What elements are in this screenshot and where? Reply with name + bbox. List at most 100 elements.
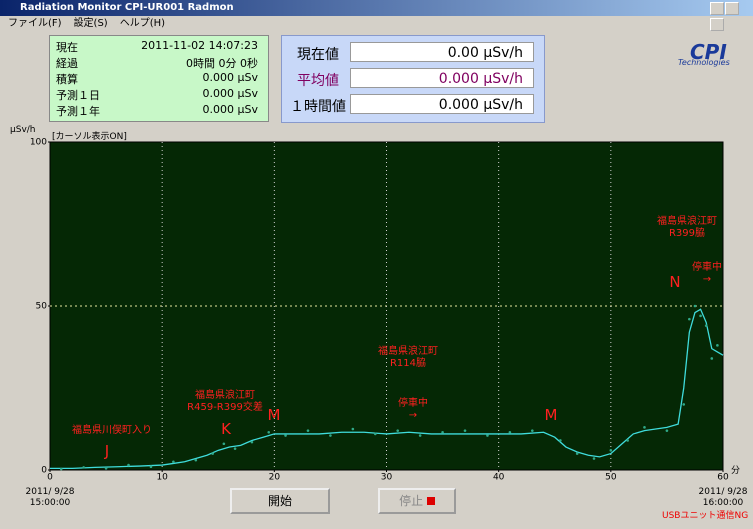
data-point — [643, 426, 646, 429]
y-tick-label: 0 — [41, 466, 47, 476]
reading-label: 現在値 — [297, 47, 339, 63]
status-text: USBユニット通信NG — [662, 511, 749, 521]
data-point — [699, 314, 702, 318]
data-point — [559, 439, 562, 442]
x-tick-label: 60 — [717, 473, 729, 483]
y-axis-unit: μSv/h — [10, 125, 36, 135]
data-point — [418, 434, 422, 437]
info-value: 0時間 0分 0秒 — [186, 57, 258, 70]
y-tick-label: 50 — [36, 302, 48, 312]
reading-value: 0.00 μSv/h — [350, 42, 534, 62]
data-point — [396, 429, 400, 432]
cursor-mode: [カーソル表示ON] — [52, 132, 127, 142]
data-point — [463, 429, 467, 432]
data-point — [441, 430, 444, 434]
data-point — [351, 427, 355, 431]
data-point — [486, 434, 489, 437]
x-start-label: 2011/ 9/28 15:00:00 — [25, 487, 75, 508]
info-label: 積算 — [56, 73, 78, 86]
x-tick-label: 40 — [493, 473, 505, 483]
info-value: 0.000 μSv — [202, 103, 258, 116]
info-value: 2011-11-02 14:07:23 — [141, 39, 258, 52]
annotation: 福島県浪江町 R399脇 — [657, 216, 717, 239]
annotation: 福島県浪江町 R459-R399交差 — [187, 390, 263, 413]
data-point — [59, 467, 63, 471]
data-point — [609, 449, 613, 452]
info-label: 予測１年 — [56, 105, 100, 118]
data-point — [211, 452, 214, 455]
window-controls — [710, 2, 753, 34]
logo: CPI — [690, 40, 727, 64]
minimize-button[interactable] — [710, 2, 724, 15]
data-point — [693, 304, 697, 308]
data-point — [82, 466, 85, 469]
annotation: K — [221, 420, 231, 438]
data-point — [704, 324, 708, 327]
annotation: M — [267, 406, 281, 424]
data-point — [688, 317, 691, 321]
data-point — [508, 430, 512, 434]
menu-item[interactable]: ファイル(F) — [8, 18, 62, 29]
annotation: 停車中 → — [692, 262, 722, 285]
annotation: 福島県川俣町入り — [72, 425, 152, 436]
x-axis-unit: 分 — [731, 466, 741, 476]
data-point — [373, 432, 377, 436]
data-point — [250, 440, 254, 444]
info-label: 経過 — [56, 57, 78, 70]
data-point — [531, 429, 534, 432]
data-point — [592, 457, 596, 460]
stop-button[interactable]: 停止 — [378, 488, 456, 514]
data-point — [306, 429, 310, 432]
menu-item[interactable]: 設定(S) — [73, 18, 108, 29]
x-tick-label: 10 — [156, 473, 168, 483]
data-point — [194, 458, 198, 462]
y-tick-label: 100 — [30, 138, 47, 148]
annotation: 停車中 → — [398, 398, 428, 421]
info-panel: 現在 2011-11-02 14:07:23 経過 0時間 0分 0秒積算 0.000 … — [49, 35, 269, 122]
annotation: M — [544, 406, 558, 424]
stop-icon — [426, 497, 435, 505]
data-point — [665, 429, 669, 432]
logo-tagline: Technologies — [678, 58, 730, 67]
data-point — [172, 460, 175, 464]
info-value: 0.000 μSv — [202, 71, 258, 84]
x-tick-label: 30 — [381, 473, 393, 483]
annotation: J — [104, 442, 110, 460]
maximize-button[interactable] — [725, 2, 739, 15]
data-point — [716, 344, 719, 347]
reading-value: 0.000 μSv/h — [350, 94, 534, 114]
data-point — [127, 463, 130, 467]
menu-bar: ファイル(F) 設定(S) ヘルプ(H) — [0, 16, 753, 32]
data-point — [233, 447, 237, 450]
data-point — [267, 430, 271, 434]
annotation: 福島県浪江町 R114脇 — [378, 346, 438, 369]
data-point — [104, 467, 108, 470]
x-tick-label: 0 — [47, 473, 53, 483]
readings-panel: 現在値 0.00 μSv/h 平均値 0.000 μSv/h １時間値 0.000 μSv… — [281, 35, 545, 123]
stop-label: 停止 — [399, 494, 424, 508]
data-point — [149, 465, 153, 469]
data-point — [329, 434, 332, 437]
x-tick-label: 50 — [605, 473, 617, 483]
x-tick-label: 20 — [269, 473, 281, 483]
annotation: N — [669, 273, 681, 291]
x-end-label: 2011/ 9/28 16:00:00 — [698, 487, 748, 508]
info-value: 0.000 μSv — [202, 87, 258, 100]
data-point — [626, 439, 629, 442]
reading-label: １時間値 — [290, 99, 346, 115]
reading-label: 平均値 — [297, 73, 339, 89]
data-line — [50, 308, 724, 470]
close-button[interactable] — [710, 18, 724, 31]
start-button[interactable]: 開始 — [230, 488, 330, 514]
data-point — [222, 442, 226, 446]
data-point — [284, 434, 287, 437]
info-label: 現在 — [56, 41, 78, 54]
data-point — [682, 403, 686, 406]
reading-value: 0.000 μSv/h — [350, 68, 534, 88]
menu-item[interactable]: ヘルプ(H) — [119, 18, 166, 29]
window-title: Radiation Monitor CPI-UR001 Radmon — [20, 2, 234, 13]
data-point — [575, 452, 579, 455]
info-label: 予測１日 — [56, 89, 100, 102]
